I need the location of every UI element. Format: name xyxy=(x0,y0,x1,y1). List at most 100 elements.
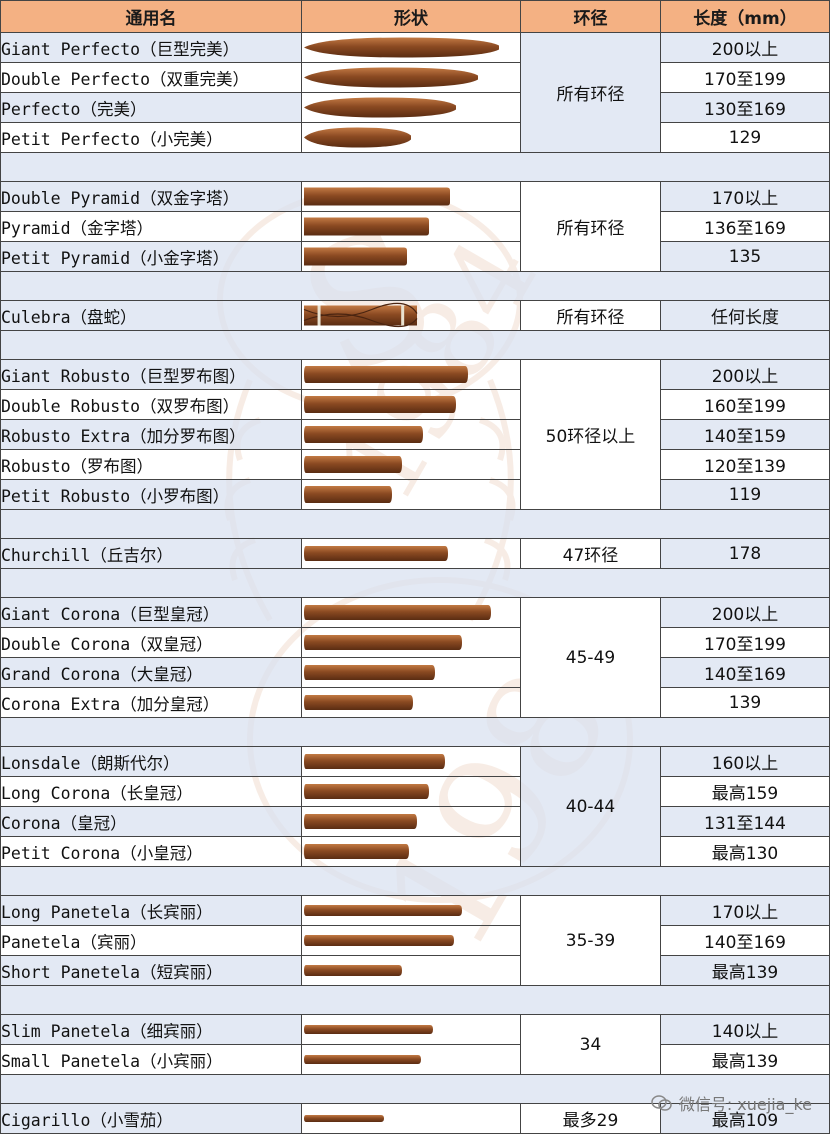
cigar-shape-image xyxy=(301,419,521,450)
table-row: Perfecto（完美） 130至169 xyxy=(0,92,830,123)
cigar-shape-image xyxy=(301,925,521,956)
cigar-name-cell: Pyramid（金字塔） xyxy=(0,211,302,242)
cigar-shape-image xyxy=(301,181,521,212)
table-row: Double Robusto（双罗布图） 160至199 xyxy=(0,389,830,420)
separator-cell xyxy=(0,568,830,598)
table-row: Culebra（盘蛇） 所有环径 任何长度 xyxy=(0,300,830,331)
length-cell: 130至169 xyxy=(660,92,830,123)
length-cell: 129 xyxy=(660,122,830,153)
table-row: Double Perfecto（双重完美） 170至199 xyxy=(0,62,830,93)
length-cell: 最高130 xyxy=(660,836,830,867)
ring-gauge-cell: 47环径 xyxy=(520,538,661,569)
cigar-shape-svg xyxy=(303,599,520,627)
group-separator-row xyxy=(0,866,830,896)
cigar-shape-image xyxy=(301,538,521,569)
cigar-shape-image xyxy=(301,241,521,272)
cigar-shape-svg xyxy=(303,748,520,776)
table-row: Petit Corona（小皇冠） 最高130 xyxy=(0,836,830,867)
length-cell: 200以上 xyxy=(660,597,830,628)
cigar-shape-svg xyxy=(303,34,520,62)
cigar-shape-image xyxy=(301,627,521,658)
table-row: Corona Extra（加分皇冠） 139 xyxy=(0,687,830,718)
table-row: Giant Corona（巨型皇冠） 45-49 200以上 xyxy=(0,597,830,718)
table-row: Small Panetela（小宾丽） 最高139 xyxy=(0,1044,830,1075)
length-cell: 最高109 xyxy=(660,1103,830,1134)
separator-cell xyxy=(0,717,830,747)
table-row: Churchill（丘吉尔） 47环径 178 xyxy=(0,538,830,569)
cigar-shape-image xyxy=(301,1044,521,1075)
table-row: Lonsdale（朗斯代尔） 40-44 160以上 xyxy=(0,746,830,867)
length-cell: 131至144 xyxy=(660,806,830,837)
length-cell: 140以上 xyxy=(660,1014,830,1045)
length-cell: 140至159 xyxy=(660,419,830,450)
cigar-shape-image xyxy=(301,597,521,628)
column-header-length: 长度（mm） xyxy=(660,0,830,33)
wechat-icon xyxy=(651,1095,672,1111)
group-separator-row xyxy=(0,985,830,1015)
length-cell: 160至199 xyxy=(660,389,830,420)
table-row: Cigarillo（小雪茄） 最多29 最高109 xyxy=(0,1103,830,1134)
ring-gauge-cell: 40-44 xyxy=(520,746,661,867)
length-cell: 200以上 xyxy=(660,32,830,63)
group-separator-row xyxy=(0,568,830,598)
cigar-shape-image xyxy=(301,687,521,718)
group-separator-row xyxy=(0,509,830,539)
cigar-shape-image xyxy=(301,479,521,510)
length-cell: 170至199 xyxy=(660,627,830,658)
cigar-shape-image xyxy=(301,32,521,63)
cigar-name-cell: Petit Robusto（小罗布图） xyxy=(0,479,302,510)
length-cell: 120至139 xyxy=(660,449,830,480)
cigar-shape-svg xyxy=(303,1105,520,1133)
cigar-shape-image xyxy=(301,300,521,331)
ring-gauge-cell: 最多29 xyxy=(520,1103,661,1134)
ring-gauge-cell: 45-49 xyxy=(520,597,661,718)
cigar-name-cell: Giant Perfecto（巨型完美） xyxy=(0,32,302,63)
cigar-shape-image xyxy=(301,449,521,480)
cigar-name-cell: Corona Extra（加分皇冠） xyxy=(0,687,302,718)
cigar-name-cell: Corona（皇冠） xyxy=(0,806,302,837)
cigar-shape-svg xyxy=(303,124,520,152)
cigar-name-cell: Lonsdale（朗斯代尔） xyxy=(0,746,302,777)
length-cell: 任何长度 xyxy=(660,300,830,331)
table-row: Robusto Extra（加分罗布图） 140至159 xyxy=(0,419,830,450)
length-cell: 136至169 xyxy=(660,211,830,242)
ring-gauge-cell: 所有环径 xyxy=(520,300,661,331)
table-row: Giant Perfecto（巨型完美） 所有环径 200以上 xyxy=(0,32,830,153)
length-cell: 200以上 xyxy=(660,359,830,390)
group-separator-row xyxy=(0,152,830,182)
cigar-name-cell: Petit Pyramid（小金字塔） xyxy=(0,241,302,272)
ring-gauge-cell: 34 xyxy=(520,1014,661,1075)
cigar-shape-image xyxy=(301,1014,521,1045)
cigar-name-cell: Cigarillo（小雪茄） xyxy=(0,1103,302,1134)
cigar-name-cell: Long Corona（长皇冠） xyxy=(0,776,302,807)
cigar-shape-svg xyxy=(303,838,520,866)
cigar-name-cell: Double Perfecto（双重完美） xyxy=(0,62,302,93)
cigar-shape-image xyxy=(301,806,521,837)
group-separator-row xyxy=(0,330,830,360)
cigar-shape-image xyxy=(301,657,521,688)
separator-cell xyxy=(0,985,830,1015)
table-row: Grand Corona（大皇冠） 140至169 xyxy=(0,657,830,688)
cigar-shape-image xyxy=(301,359,521,390)
header-row: 通用名 形状 环径 长度（mm） xyxy=(0,0,830,33)
cigar-name-cell: Giant Corona（巨型皇冠） xyxy=(0,597,302,628)
cigar-name-cell: Giant Robusto（巨型罗布图） xyxy=(0,359,302,390)
cigar-shape-image xyxy=(301,746,521,777)
length-cell: 170以上 xyxy=(660,181,830,212)
cigar-shape-svg xyxy=(303,629,520,657)
cigar-name-cell: Small Panetela（小宾丽） xyxy=(0,1044,302,1075)
length-cell: 最高139 xyxy=(660,1044,830,1075)
table-row: Petit Robusto（小罗布图） 119 xyxy=(0,479,830,510)
cigar-shape-svg xyxy=(303,451,520,479)
group-separator-row xyxy=(0,717,830,747)
cigar-name-cell: Grand Corona（大皇冠） xyxy=(0,657,302,688)
cigar-name-cell: Short Panetela（短宾丽） xyxy=(0,955,302,986)
table-row: Petit Perfecto（小完美） 129 xyxy=(0,122,830,153)
cigar-shape-svg xyxy=(303,808,520,836)
length-cell: 170至199 xyxy=(660,62,830,93)
cigar-shape-image xyxy=(301,836,521,867)
cigar-shape-svg xyxy=(303,391,520,419)
column-header-name: 通用名 xyxy=(0,0,302,33)
cigar-name-cell: Perfecto（完美） xyxy=(0,92,302,123)
